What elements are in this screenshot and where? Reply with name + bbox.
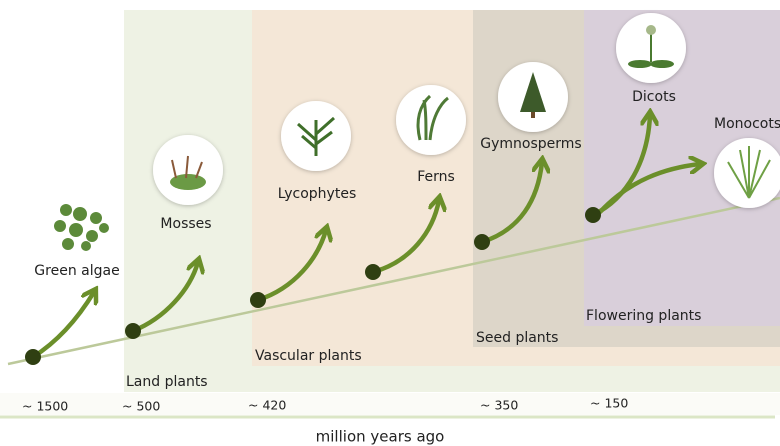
taxon-label: Dicots: [632, 89, 676, 105]
taxon-label: Mosses: [160, 216, 211, 232]
group-label: Vascular plants: [255, 348, 362, 364]
time-label: ~ 420: [248, 398, 286, 413]
diagram: Land plants Vascular plants Seed plants …: [0, 0, 780, 446]
axis-label: million years ago: [316, 428, 445, 446]
taxon-label: Lycophytes: [278, 186, 357, 202]
taxon-label: Monocots: [714, 116, 780, 132]
algae-icon: [54, 204, 109, 251]
taxon-label: Gymnosperms: [480, 136, 581, 152]
group-label: Seed plants: [476, 330, 558, 346]
time-label: ~ 150: [590, 396, 628, 411]
page: {"groups": ["Land plants", "Vascular pla…: [0, 0, 780, 446]
taxon-label: Ferns: [417, 169, 455, 185]
group-label: Land plants: [126, 374, 208, 390]
group-label: Flowering plants: [586, 308, 701, 324]
time-band: [0, 393, 780, 415]
taxon-label: Green algae: [34, 263, 119, 279]
time-label: ~ 1500: [22, 399, 68, 414]
time-label: ~ 500: [122, 399, 160, 414]
time-label: ~ 350: [480, 398, 518, 413]
